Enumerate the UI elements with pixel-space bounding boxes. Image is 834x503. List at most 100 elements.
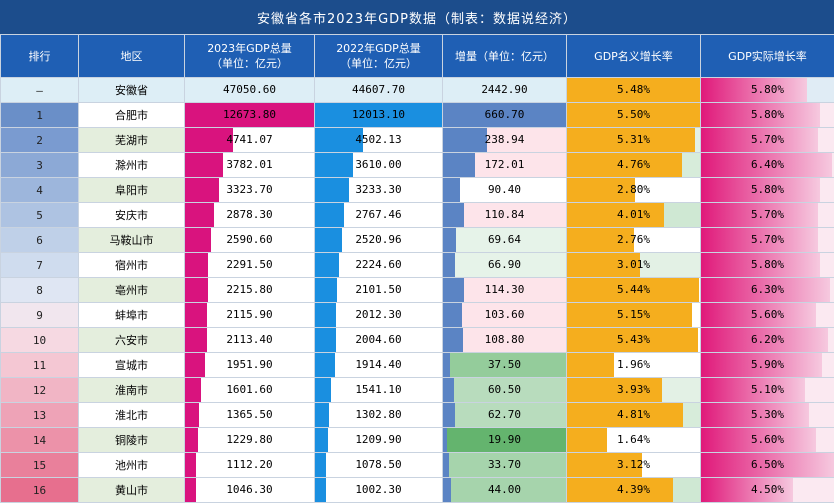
gdp2022-bar bbox=[315, 178, 349, 202]
increase-cell: 60.50 bbox=[443, 378, 567, 403]
gdp2023-cell: 4741.07 bbox=[185, 128, 315, 153]
gdp2022-bar bbox=[315, 353, 335, 377]
nom-cell: 1.64% bbox=[567, 428, 701, 453]
region-cell: 滁州市 bbox=[79, 153, 185, 178]
real-value: 6.20% bbox=[751, 333, 784, 346]
increase-cell: 660.70 bbox=[443, 103, 567, 128]
nom-value: 1.96% bbox=[617, 358, 650, 371]
nom-cell: 3.01% bbox=[567, 253, 701, 278]
gdp2023-cell: 2115.90 bbox=[185, 303, 315, 328]
nom-value: 5.48% bbox=[617, 83, 650, 96]
gdp2023-bar bbox=[185, 378, 201, 402]
real-cell: 5.10% bbox=[701, 378, 834, 403]
header-row: 排行 地区 2023年GDP总量（单位：亿元） 2022年GDP总量（单位：亿元… bbox=[1, 35, 834, 78]
gdp2022-cell: 2004.60 bbox=[315, 328, 443, 353]
region-label: 宣城市 bbox=[107, 355, 156, 375]
real-value: 5.80% bbox=[751, 108, 784, 121]
gdp2022-cell: 1914.40 bbox=[315, 353, 443, 378]
increase-bar bbox=[443, 428, 447, 452]
real-value: 5.80% bbox=[751, 83, 784, 96]
nom-cell: 2.76% bbox=[567, 228, 701, 253]
gdp2023-value: 2215.80 bbox=[226, 283, 272, 296]
region-label: 池州市 bbox=[107, 455, 156, 475]
gdp2023-cell: 1046.30 bbox=[185, 478, 315, 503]
gdp2022-value: 2012.30 bbox=[355, 308, 401, 321]
gdp2022-value: 1302.80 bbox=[355, 408, 401, 421]
nom-cell: 5.15% bbox=[567, 303, 701, 328]
real-value: 5.10% bbox=[751, 383, 784, 396]
gdp2023-cell: 2590.60 bbox=[185, 228, 315, 253]
gdp2023-value: 2291.50 bbox=[226, 258, 272, 271]
gdp2023-bar bbox=[185, 303, 207, 327]
increase-value: 103.60 bbox=[485, 308, 525, 321]
increase-value: 33.70 bbox=[488, 458, 521, 471]
real-cell: 5.80% bbox=[701, 253, 834, 278]
increase-cell: 90.40 bbox=[443, 178, 567, 203]
region-label: 亳州市 bbox=[107, 280, 156, 300]
increase-cell: 69.64 bbox=[443, 228, 567, 253]
gdp2022-cell: 1209.90 bbox=[315, 428, 443, 453]
gdp2022-cell: 3233.30 bbox=[315, 178, 443, 203]
region-label: 芜湖市 bbox=[107, 130, 156, 150]
gdp2022-value: 1914.40 bbox=[355, 358, 401, 371]
gdp2023-cell: 2878.30 bbox=[185, 203, 315, 228]
real-value: 4.50% bbox=[751, 483, 784, 496]
region-cell: 芜湖市 bbox=[79, 128, 185, 153]
nom-value: 4.39% bbox=[617, 483, 650, 496]
real-value: 5.80% bbox=[751, 183, 784, 196]
increase-value: 19.90 bbox=[488, 433, 521, 446]
gdp2022-value: 1541.10 bbox=[355, 383, 401, 396]
gdp2022-bar bbox=[315, 428, 328, 452]
gdp2022-cell: 2012.30 bbox=[315, 303, 443, 328]
real-cell: 5.70% bbox=[701, 128, 834, 153]
header-gdp-2022: 2022年GDP总量（单位：亿元） bbox=[315, 35, 443, 78]
gdp2023-cell: 3323.70 bbox=[185, 178, 315, 203]
gdp2022-value: 1078.50 bbox=[355, 458, 401, 471]
nom-value: 4.81% bbox=[617, 408, 650, 421]
increase-value: 172.01 bbox=[485, 158, 525, 171]
region-cell: 合肥市 bbox=[79, 103, 185, 128]
region-label: 宿州市 bbox=[107, 255, 156, 275]
rank-cell: 14 bbox=[1, 428, 79, 453]
real-value: 5.70% bbox=[751, 208, 784, 221]
real-cell: 5.90% bbox=[701, 353, 834, 378]
gdp2022-bar bbox=[315, 403, 329, 427]
gdp2022-cell: 2520.96 bbox=[315, 228, 443, 253]
region-label: 六安市 bbox=[107, 330, 156, 350]
increase-cell: 110.84 bbox=[443, 203, 567, 228]
increase-value: 66.90 bbox=[488, 258, 521, 271]
table-title: 安徽省各市2023年GDP数据（制表：数据说经济） bbox=[0, 0, 834, 34]
increase-value: 44.00 bbox=[488, 483, 521, 496]
gdp2022-bar bbox=[315, 303, 336, 327]
real-value: 5.30% bbox=[751, 408, 784, 421]
rank-cell: 7 bbox=[1, 253, 79, 278]
region-cell: 宣城市 bbox=[79, 353, 185, 378]
real-value: 6.50% bbox=[751, 458, 784, 471]
increase-value: 660.70 bbox=[485, 108, 525, 121]
increase-cell: 114.30 bbox=[443, 278, 567, 303]
real-cell: 5.30% bbox=[701, 403, 834, 428]
increase-cell: 19.90 bbox=[443, 428, 567, 453]
gdp2022-value: 12013.10 bbox=[352, 108, 405, 121]
increase-cell: 66.90 bbox=[443, 253, 567, 278]
nom-value: 2.80% bbox=[617, 183, 650, 196]
gdp2023-value: 3782.01 bbox=[226, 158, 272, 171]
gdp2023-bar bbox=[185, 328, 207, 352]
gdp2022-cell: 1302.80 bbox=[315, 403, 443, 428]
gdp2022-value: 4502.13 bbox=[355, 133, 401, 146]
increase-bar bbox=[443, 378, 454, 402]
gdp2022-value: 2520.96 bbox=[355, 233, 401, 246]
gdp2022-value: 2004.60 bbox=[355, 333, 401, 346]
gdp2022-cell: 1541.10 bbox=[315, 378, 443, 403]
gdp2022-bar bbox=[315, 253, 339, 277]
region-label: 安徽省 bbox=[107, 80, 156, 100]
nom-cell: 3.12% bbox=[567, 453, 701, 478]
real-cell: 5.70% bbox=[701, 228, 834, 253]
nom-value: 5.43% bbox=[617, 333, 650, 346]
real-value: 5.60% bbox=[751, 308, 784, 321]
gdp2023-bar bbox=[185, 478, 196, 502]
